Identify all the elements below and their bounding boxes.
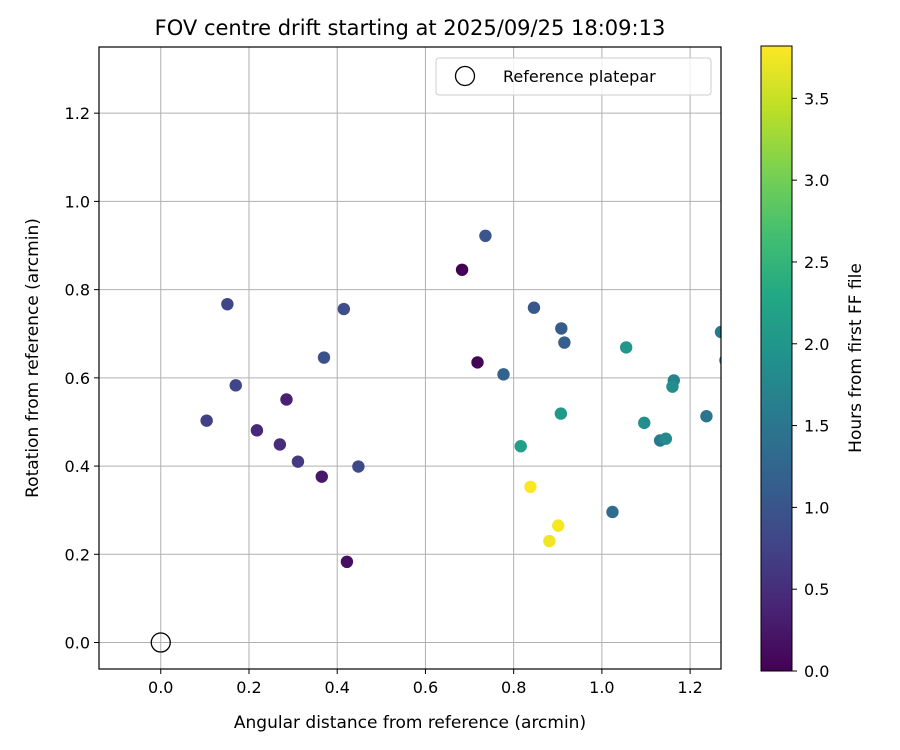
x-tick-label: 0.4 [324,678,349,697]
data-point [497,368,510,381]
x-tick-label: 1.0 [589,678,614,697]
colorbar-tick-label: 0.5 [804,580,829,599]
reference-marker-group [150,632,171,653]
chart-title: FOV centre drift starting at 2025/09/25 … [155,16,666,40]
data-point [455,263,469,276]
legend-label: Reference platepar [503,67,656,86]
data-point [250,424,264,437]
data-point [229,379,242,392]
data-points [200,229,721,569]
data-point [558,336,571,349]
x-tick-label: 0.6 [413,678,438,697]
data-point [619,341,633,354]
data-point [527,301,541,314]
data-point [714,325,721,339]
data-point [554,407,568,420]
data-point [638,416,651,430]
y-axis-label: Rotation from reference (arcmin) [23,218,43,498]
legend: Reference platepar [435,57,712,96]
y-tick-label: 1.0 [65,192,90,211]
data-point [514,440,527,453]
x-axis-label: Angular distance from reference (arcmin) [234,713,586,733]
legend-marker [454,65,476,87]
data-point [280,393,293,406]
data-point [659,432,673,445]
colorbar-gradient [760,45,793,672]
data-point [340,555,354,569]
data-point [606,505,619,519]
data-point [666,380,679,393]
y-tick-label: 0.8 [65,281,90,300]
x-axis-ticks: 0.0 0.2 0.4 0.6 0.8 1.0 1.2 [148,669,703,697]
data-point [291,455,305,468]
y-tick-label: 1.2 [65,104,90,123]
data-point [221,297,234,311]
data-point [524,480,537,494]
data-point [337,302,351,316]
data-point [471,356,484,369]
legend-box [435,57,712,96]
colorbar-tick-label: 2.5 [804,253,829,272]
data-point [479,229,492,243]
colorbar-tick-label: 3.0 [804,171,829,190]
data-point [200,414,213,427]
y-axis-ticks: 0.0 0.2 0.4 0.6 0.8 1.0 1.2 [65,104,99,653]
y-tick-label: 0.6 [65,369,90,388]
y-tick-label: 0.2 [65,545,90,564]
x-tick-label: 1.2 [677,678,702,697]
reference-point [150,632,171,653]
data-point [352,460,365,473]
data-point [315,470,328,483]
colorbar-ticks: 0.0 0.5 1.0 1.5 2.0 2.5 3.0 3.5 [792,89,829,681]
grid [99,47,721,669]
colorbar-tick-label: 3.5 [804,89,829,108]
x-tick-label: 0.0 [148,678,173,697]
colorbar-tick-label: 1.5 [804,417,829,436]
colorbar: 0.0 0.5 1.0 1.5 2.0 2.5 3.0 3.5 Hours from firs… [760,45,866,681]
data-point [317,351,331,364]
data-point [552,519,565,532]
data-point [273,438,287,451]
colorbar-label: Hours from first FF file [846,263,866,453]
x-tick-label: 0.2 [236,678,261,697]
data-point [555,322,568,335]
y-tick-label: 0.4 [65,457,90,476]
colorbar-tick-label: 2.0 [804,335,829,354]
x-tick-label: 0.8 [501,678,526,697]
data-point [700,410,713,423]
colorbar-tick-label: 0.0 [804,662,829,681]
plot-frame [98,46,722,670]
colorbar-tick-label: 1.0 [804,498,829,517]
y-tick-label: 0.0 [65,634,90,653]
data-point [543,534,556,548]
